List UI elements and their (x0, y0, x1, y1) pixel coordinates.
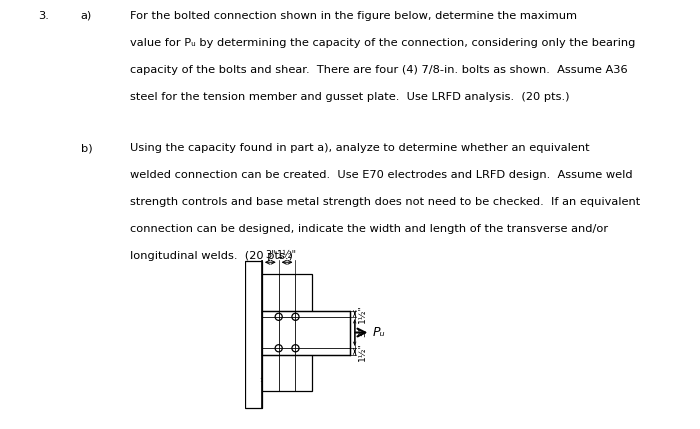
Text: For the bolted connection shown in the figure below, determine the maximum: For the bolted connection shown in the f… (130, 11, 577, 21)
Text: connection can be designed, indicate the width and length of the transverse and/: connection can be designed, indicate the… (130, 224, 608, 234)
Text: 3": 3" (358, 328, 368, 338)
Text: steel for the tension member and gusset plate.  Use LRFD analysis.  (20 pts.): steel for the tension member and gusset … (130, 92, 569, 102)
Text: Pᵤ: Pᵤ (373, 326, 386, 339)
Text: strength controls and base metal strength does not need to be checked.  If an eq: strength controls and base metal strengt… (130, 197, 640, 207)
Text: welded connection can be created.  Use E70 electrodes and LRFD design.  Assume w: welded connection can be created. Use E7… (130, 170, 632, 180)
Text: a): a) (80, 11, 92, 21)
Text: value for Pᵤ by determining the capacity of the connection, considering only the: value for Pᵤ by determining the capacity… (130, 38, 635, 48)
Text: 1½": 1½" (277, 250, 297, 260)
Text: 1½": 1½" (358, 342, 368, 361)
Text: 3": 3" (265, 250, 276, 260)
Text: b): b) (80, 143, 92, 153)
Text: longitudinal welds.  (20 pts.): longitudinal welds. (20 pts.) (130, 251, 293, 261)
Bar (262, 274, 312, 391)
Text: 3.: 3. (38, 11, 50, 21)
Bar (262, 311, 350, 354)
Text: Using the capacity found in part a), analyze to determine whether an equivalent: Using the capacity found in part a), ana… (130, 143, 589, 153)
Bar (245, 261, 262, 408)
Text: capacity of the bolts and shear.  There are four (4) 7/8-in. bolts as shown.  As: capacity of the bolts and shear. There a… (130, 65, 627, 75)
Text: 1½": 1½" (358, 304, 368, 323)
Text: ¼" plate: ¼" plate (260, 358, 304, 388)
